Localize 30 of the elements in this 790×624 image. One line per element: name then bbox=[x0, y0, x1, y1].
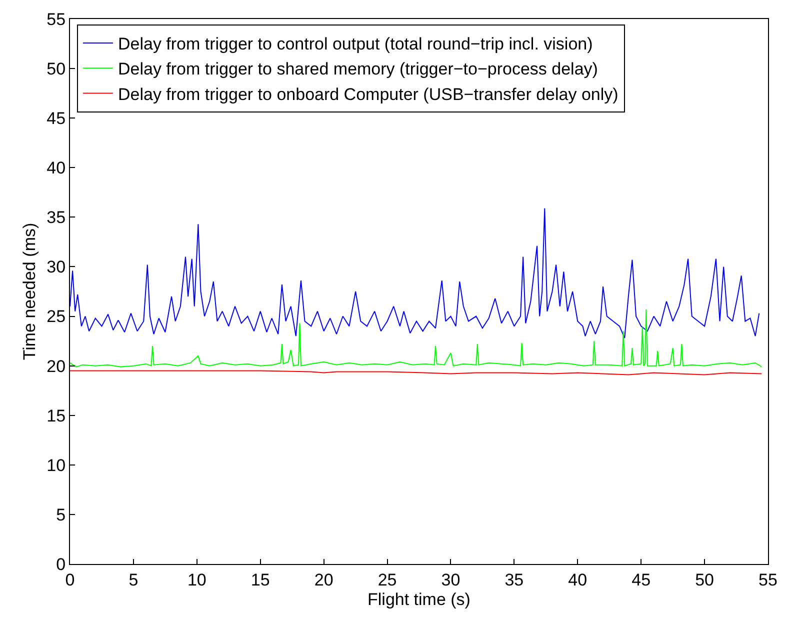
x-tick-label: 25 bbox=[378, 570, 397, 590]
legend-label: Delay from trigger to control output (total round−trip incl. vision) bbox=[118, 34, 593, 54]
x-tick-label: 50 bbox=[695, 570, 714, 590]
x-axis-title: Flight time (s) bbox=[368, 590, 470, 609]
x-tick-label: 55 bbox=[758, 570, 778, 590]
x-tick-label: 45 bbox=[632, 570, 651, 590]
x-tick-label: 40 bbox=[568, 570, 588, 590]
x-tick-label: 10 bbox=[187, 570, 206, 590]
x-tick-label: 30 bbox=[441, 570, 460, 590]
line-series bbox=[70, 308, 762, 368]
x-tick-label: 15 bbox=[250, 570, 270, 590]
y-tick-label: 10 bbox=[46, 456, 66, 475]
y-axis-title: Time needed (ms) bbox=[20, 222, 40, 360]
y-tick-label: 25 bbox=[46, 307, 66, 326]
y-tick-label: 40 bbox=[46, 158, 66, 178]
y-tick-label: 30 bbox=[46, 258, 66, 277]
y-tick-label: 20 bbox=[46, 356, 66, 376]
y-tick-label: 15 bbox=[46, 406, 66, 426]
y-tick-label: 50 bbox=[46, 60, 66, 78]
x-tick-label: 20 bbox=[314, 570, 334, 590]
legend-label: Delay from trigger to onboard Computer (USB−transfer delay only) bbox=[118, 84, 618, 104]
y-tick-label: 55 bbox=[46, 10, 66, 29]
y-tick-label: 0 bbox=[56, 554, 66, 574]
y-tick-label: 45 bbox=[46, 109, 66, 128]
y-tick-label: 35 bbox=[46, 208, 66, 228]
legend-label: Delay from trigger to shared memory (trigger−to−process delay) bbox=[118, 60, 598, 79]
y-tick-label: 5 bbox=[56, 505, 66, 524]
x-tick-label: 5 bbox=[128, 570, 138, 590]
line-series bbox=[70, 208, 760, 339]
x-tick-label: 35 bbox=[504, 570, 524, 590]
